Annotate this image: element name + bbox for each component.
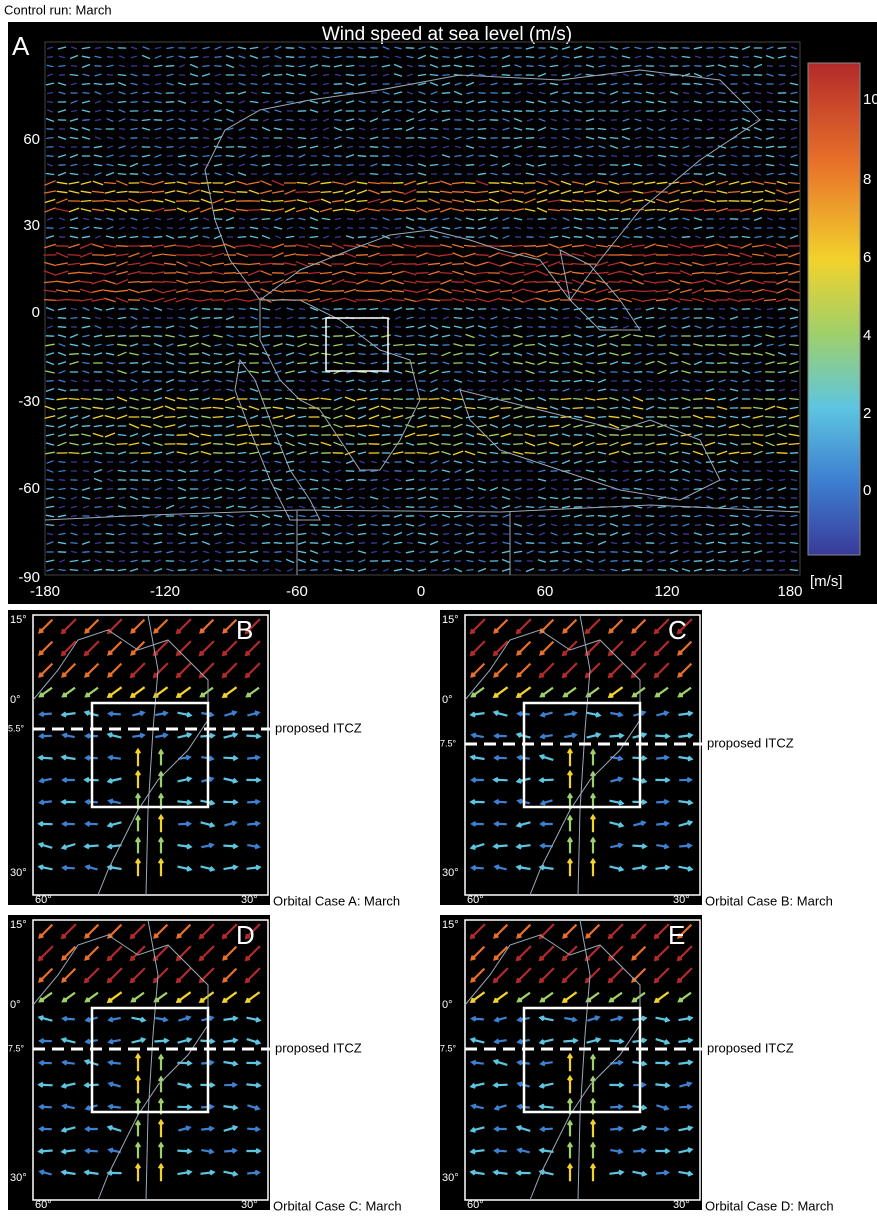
lon-label: 60°	[35, 1199, 52, 1211]
lat-label: 7.5°	[440, 1043, 457, 1053]
lon-label: 60°	[35, 894, 52, 906]
sub-panel: B 15° 0° 5.5° 30° 60° 30° proposed ITCZ Orbital …	[8, 610, 400, 908]
colorbar-tick-label: 6	[863, 249, 871, 266]
y-tick-label: -30	[18, 393, 40, 410]
y-tick-label: 60	[23, 131, 40, 148]
lat-label: 15°	[10, 919, 27, 931]
x-tick-label: -60	[286, 583, 308, 600]
lon-label: 30°	[241, 894, 258, 906]
lat-label: 15°	[442, 614, 459, 626]
lat-label: 0°	[10, 694, 21, 706]
itcz-label: proposed ITCZ	[275, 720, 362, 735]
figure: Control run: March Wind speed at sea lev…	[0, 0, 877, 1220]
lat-label: 30°	[442, 867, 459, 879]
lat-label: 15°	[10, 614, 27, 626]
figure-title: Control run: March	[4, 2, 112, 17]
lat-label: 5.5°	[8, 723, 25, 733]
lat-label: 0°	[442, 999, 453, 1011]
y-tick-label: -60	[18, 480, 40, 497]
lon-label: 30°	[673, 1199, 690, 1211]
y-tick-label: 30	[23, 217, 40, 234]
colorbar-tick-label: 10	[863, 91, 877, 108]
lat-label: 0°	[442, 694, 453, 706]
sub-panel: E 15° 0° 7.5° 30° 60° 30° proposed ITCZ Orbital …	[440, 915, 834, 1213]
colorbar-tick-label: 4	[863, 327, 871, 344]
lat-label: 15°	[442, 919, 459, 931]
x-tick-label: 60	[537, 583, 554, 600]
x-tick-label: 0	[417, 583, 425, 600]
lon-label: 60°	[467, 894, 484, 906]
colorbar-tick-label: 8	[863, 171, 871, 188]
page: {"header": {"title": "Control run: March…	[0, 0, 877, 1220]
colorbar-tick-label: 0	[863, 482, 871, 499]
lon-label: 30°	[673, 894, 690, 906]
x-tick-label: 180	[777, 583, 802, 600]
lat-label: 7.5°	[8, 1043, 25, 1053]
x-tick-label: 120	[654, 583, 679, 600]
panel-letter: C	[668, 615, 687, 645]
panel-letter: A	[12, 31, 30, 61]
colorbar	[808, 63, 860, 555]
itcz-label: proposed ITCZ	[275, 1040, 362, 1055]
lat-label: 30°	[10, 867, 27, 879]
itcz-label: proposed ITCZ	[707, 1040, 794, 1055]
itcz-label: proposed ITCZ	[707, 735, 794, 750]
panel-caption: Orbital Case B: March	[705, 893, 833, 908]
lat-label: 30°	[10, 1172, 27, 1184]
lat-label: 30°	[442, 1172, 459, 1184]
lat-label: 7.5°	[440, 738, 457, 748]
panel-letter: B	[236, 615, 253, 645]
panel-caption: Orbital Case D: March	[705, 1198, 834, 1213]
lat-label: 0°	[10, 999, 21, 1011]
sub-panel: D 15° 0° 7.5° 30° 60° 30° proposed ITCZ Orbital …	[8, 915, 402, 1213]
colorbar-unit: [m/s]	[810, 573, 843, 590]
x-tick-label: -180	[30, 583, 60, 600]
panel-caption: Orbital Case A: March	[273, 893, 400, 908]
lon-label: 60°	[467, 1199, 484, 1211]
panel-letter: D	[236, 920, 255, 950]
y-tick-label: 0	[32, 304, 40, 321]
panel-caption: Orbital Case C: March	[273, 1198, 402, 1213]
panel-letter: E	[668, 920, 685, 950]
sub-panel: C 15° 0° 7.5° 30° 60° 30° proposed ITCZ Orbital …	[440, 610, 833, 908]
x-tick-label: -120	[150, 583, 180, 600]
colorbar-tick-label: 2	[863, 405, 871, 422]
lon-label: 30°	[241, 1199, 258, 1211]
